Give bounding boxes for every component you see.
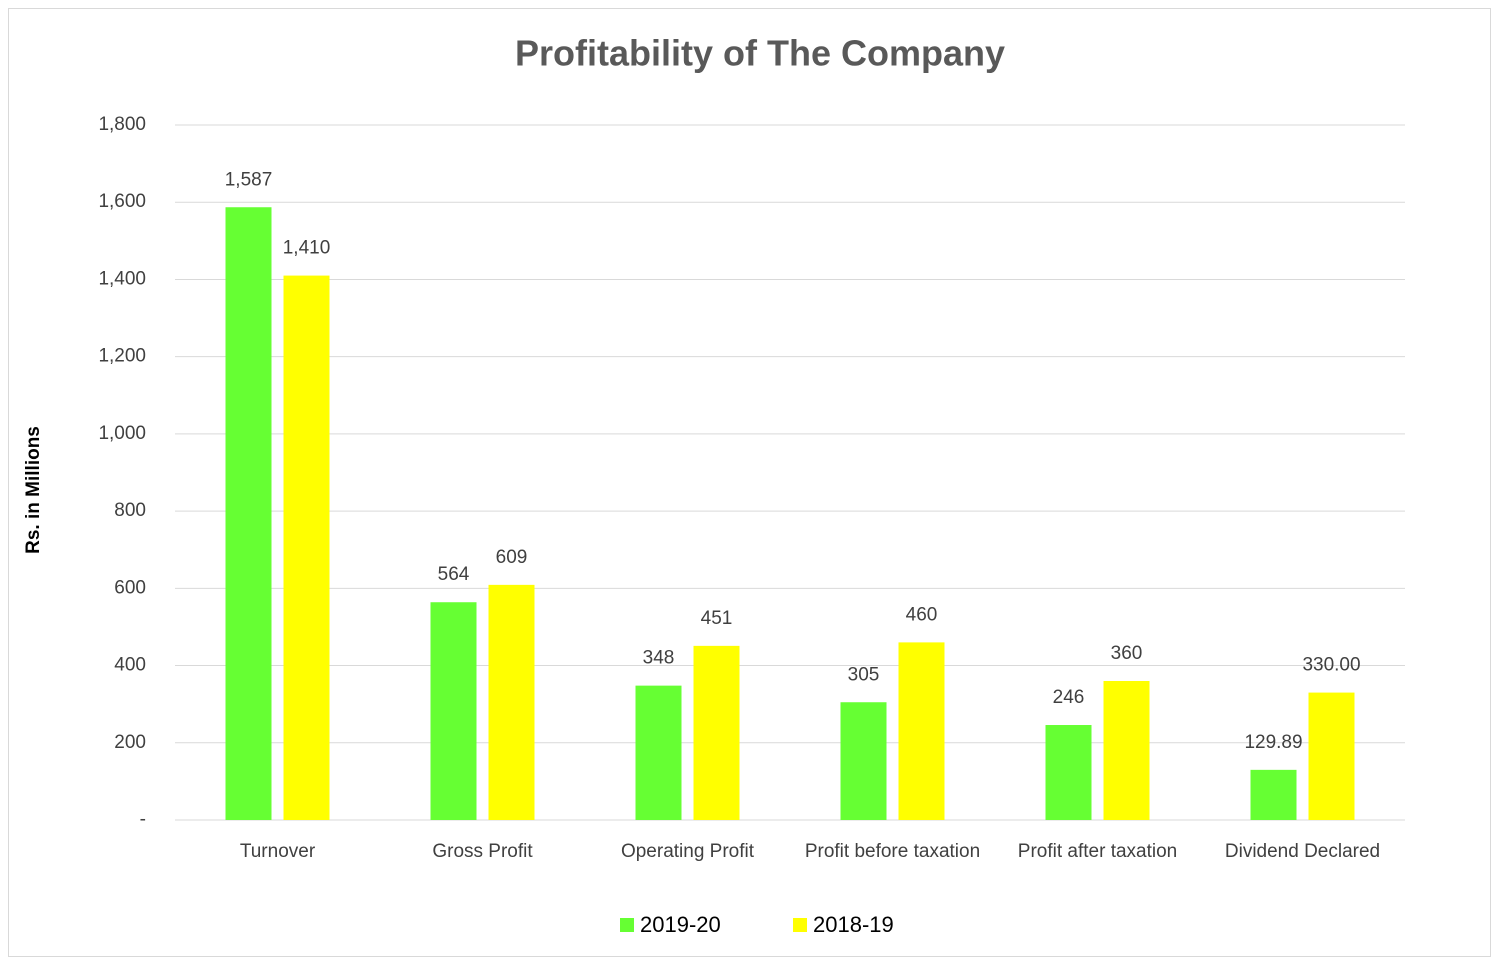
y-tick-label: 1,000	[98, 423, 146, 444]
bar	[488, 584, 535, 820]
data-label: 1,587	[225, 169, 273, 190]
y-tick-label: 1,600	[98, 191, 146, 212]
x-tick-label: Turnover	[239, 841, 316, 862]
x-tick-label: Gross Profit	[432, 841, 533, 862]
data-label: 460	[906, 604, 938, 625]
x-tick-label: Operating Profit	[620, 841, 755, 862]
y-tick-label: 400	[114, 655, 146, 676]
bar	[635, 685, 682, 820]
y-tick-label: 200	[114, 732, 146, 753]
data-label: 451	[701, 608, 733, 629]
bar	[1308, 692, 1355, 820]
data-label: 564	[438, 564, 470, 585]
data-label: 305	[848, 664, 880, 685]
y-tick-label: 800	[114, 500, 146, 521]
data-label: 360	[1111, 643, 1143, 664]
bar	[430, 602, 477, 820]
y-tick-label: 1,800	[98, 114, 146, 135]
legend-swatch	[620, 918, 634, 932]
x-tick-label: Profit before taxation	[804, 841, 981, 862]
bar	[1103, 681, 1150, 820]
data-label: 1,410	[283, 238, 331, 259]
data-label: 330.00	[1302, 655, 1360, 676]
bar	[1250, 769, 1297, 820]
bar	[1045, 725, 1092, 820]
chart-title: Profitability of The Company	[515, 33, 1005, 74]
data-label: 129.89	[1244, 732, 1302, 753]
y-tick-label: 600	[114, 577, 146, 598]
y-tick-label: 1,200	[98, 346, 146, 367]
bar	[898, 642, 945, 820]
y-tick-label: 1,400	[98, 268, 146, 289]
x-tick-label: Dividend Declared	[1224, 841, 1381, 862]
legend-label: 2018-19	[813, 912, 894, 937]
y-tick-label: -	[140, 809, 146, 830]
data-label: 246	[1053, 687, 1085, 708]
bar	[693, 645, 740, 820]
bar	[840, 702, 887, 820]
x-tick-label: Profit after taxation	[1017, 841, 1178, 862]
legend-label: 2019-20	[640, 912, 721, 937]
data-label: 348	[643, 648, 675, 669]
legend-swatch	[793, 918, 807, 932]
bar	[225, 207, 272, 820]
data-label: 609	[496, 547, 528, 568]
bar	[283, 275, 330, 820]
y-axis-label: Rs. in Millions	[23, 426, 44, 554]
